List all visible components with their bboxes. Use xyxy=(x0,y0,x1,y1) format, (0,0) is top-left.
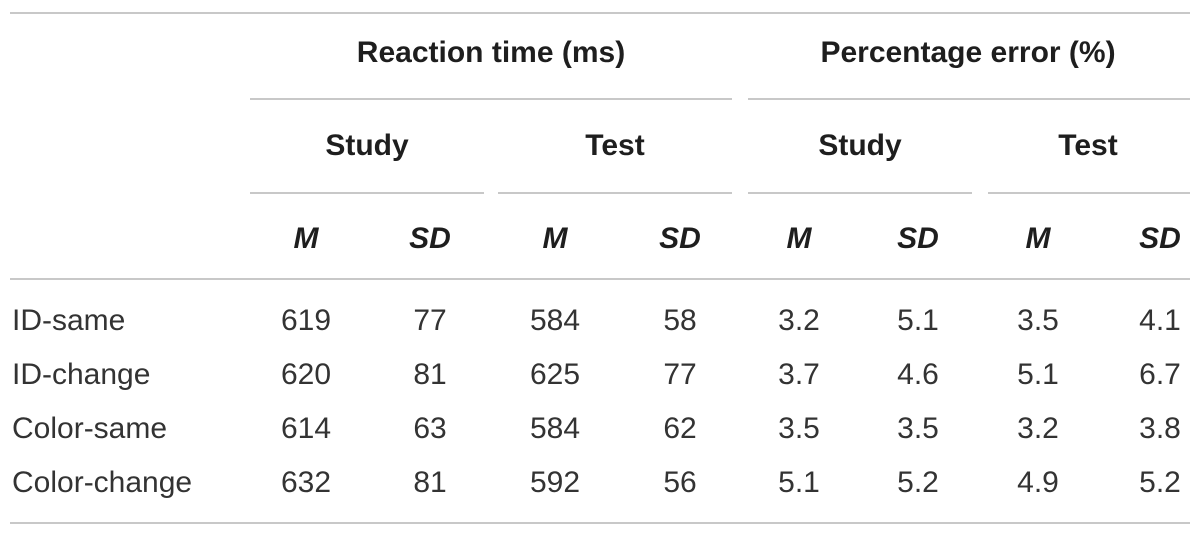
table-cell: 625 xyxy=(529,358,581,391)
table-cell: 3.7 xyxy=(778,358,820,391)
group-header-reaction-time: Reaction time (ms) xyxy=(356,36,626,69)
stat-header-m: M xyxy=(786,222,812,255)
stat-header-m: M xyxy=(293,222,319,255)
table-cell: 5.2 xyxy=(1139,466,1181,499)
sub-rule-pe-test xyxy=(988,192,1190,194)
table-cell: 4.9 xyxy=(1017,466,1059,499)
table-cell: 3.5 xyxy=(1017,304,1059,337)
table-cell: 77 xyxy=(663,358,697,391)
stat-header-m: M xyxy=(1025,222,1051,255)
table-cell: 81 xyxy=(413,466,447,499)
stat-header-sd: SD xyxy=(1139,222,1181,255)
stat-header-sd: SD xyxy=(659,222,701,255)
sub-header-rt-study: Study xyxy=(325,129,409,162)
sub-header-pe-test: Test xyxy=(1058,129,1118,162)
table-cell: 5.1 xyxy=(897,304,939,337)
row-label: ID-same xyxy=(12,304,126,337)
header-bottom-rule xyxy=(10,278,1190,280)
sub-rule-pe-study xyxy=(748,192,972,194)
table-cell: 3.2 xyxy=(1017,412,1059,445)
table-cell: 584 xyxy=(529,412,581,445)
top-rule xyxy=(10,12,1190,14)
group-rule-percentage-error xyxy=(748,98,1190,100)
table-cell: 584 xyxy=(529,304,581,337)
table-cell: 620 xyxy=(280,358,332,391)
table-cell: 4.6 xyxy=(897,358,939,391)
table-cell: 3.8 xyxy=(1139,412,1181,445)
table-cell: 58 xyxy=(663,304,697,337)
table-cell: 619 xyxy=(280,304,332,337)
row-label: Color-change xyxy=(12,466,193,499)
row-label: Color-same xyxy=(12,412,168,445)
table-cell: 632 xyxy=(280,466,332,499)
table-cell: 5.1 xyxy=(1017,358,1059,391)
stat-header-sd: SD xyxy=(897,222,939,255)
sub-header-rt-test: Test xyxy=(585,129,645,162)
table-cell: 63 xyxy=(413,412,447,445)
table-cell: 3.5 xyxy=(897,412,939,445)
table-cell: 77 xyxy=(413,304,447,337)
row-label: ID-change xyxy=(12,358,151,391)
table-cell: 62 xyxy=(663,412,697,445)
table-cell: 5.1 xyxy=(778,466,820,499)
table-cell: 3.2 xyxy=(778,304,820,337)
sub-rule-rt-study xyxy=(250,192,484,194)
table-cell: 81 xyxy=(413,358,447,391)
bottom-rule xyxy=(10,522,1190,524)
sub-rule-rt-test xyxy=(498,192,732,194)
table-cell: 614 xyxy=(280,412,332,445)
table-cell: 56 xyxy=(663,466,697,499)
stat-header-sd: SD xyxy=(409,222,451,255)
group-header-percentage-error: Percentage error (%) xyxy=(820,36,1116,69)
table-cell: 3.5 xyxy=(778,412,820,445)
table-cell: 5.2 xyxy=(897,466,939,499)
table-cell: 4.1 xyxy=(1139,304,1181,337)
group-rule-reaction-time xyxy=(250,98,732,100)
table-cell: 592 xyxy=(529,466,581,499)
sub-header-pe-study: Study xyxy=(818,129,902,162)
stat-header-m: M xyxy=(542,222,568,255)
table-cell: 6.7 xyxy=(1139,358,1181,391)
